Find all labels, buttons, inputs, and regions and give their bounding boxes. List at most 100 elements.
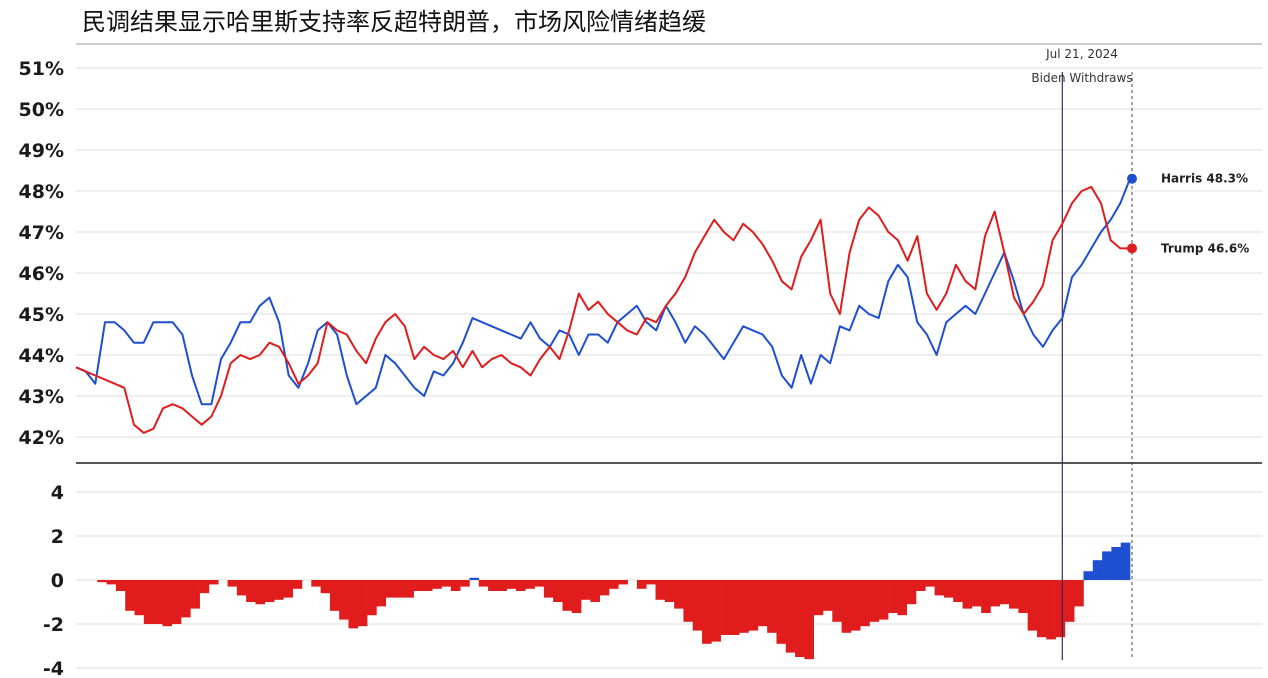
bar-negative bbox=[748, 580, 759, 631]
y-tick-label: 2 bbox=[51, 526, 64, 548]
bar-negative bbox=[506, 580, 517, 589]
bar-negative bbox=[1009, 580, 1019, 609]
bar-negative bbox=[618, 580, 628, 585]
bar-negative bbox=[441, 580, 452, 587]
bar-negative bbox=[646, 580, 656, 585]
y-tick-label: -2 bbox=[43, 614, 64, 636]
bar-negative bbox=[711, 580, 721, 642]
bar-negative bbox=[1074, 580, 1084, 607]
bar-negative bbox=[906, 580, 917, 605]
bar-negative bbox=[739, 580, 749, 633]
bar-negative bbox=[1027, 580, 1038, 631]
bar-negative bbox=[925, 580, 935, 587]
bar-negative bbox=[190, 580, 200, 609]
bar-negative bbox=[1064, 580, 1075, 622]
bar-positive bbox=[1083, 571, 1094, 580]
bar-negative bbox=[888, 580, 898, 613]
y-tick-label: 4 bbox=[51, 482, 64, 504]
bar-negative bbox=[171, 580, 182, 624]
bar-negative bbox=[413, 580, 424, 591]
bar-negative bbox=[720, 580, 731, 635]
bar-negative bbox=[1036, 580, 1047, 638]
bar-negative bbox=[953, 580, 963, 602]
bar-negative bbox=[785, 580, 796, 653]
y-tick-label: 46% bbox=[19, 263, 64, 285]
bar-negative bbox=[999, 580, 1010, 605]
bar-negative bbox=[934, 580, 945, 596]
bar-negative bbox=[767, 580, 777, 633]
series-line-trump bbox=[75, 185, 1130, 434]
bar-negative bbox=[916, 580, 926, 591]
bar-negative bbox=[227, 580, 238, 587]
bar-negative bbox=[971, 580, 982, 607]
bar-negative bbox=[655, 580, 666, 600]
bar-negative bbox=[208, 580, 219, 585]
bar-negative bbox=[683, 580, 694, 622]
bar-negative bbox=[534, 580, 545, 587]
bar-negative bbox=[115, 580, 126, 591]
y-tick-label: 42% bbox=[19, 427, 64, 449]
bar-negative bbox=[990, 580, 1001, 607]
bar-negative bbox=[878, 580, 889, 620]
bar-negative bbox=[1046, 580, 1056, 640]
bar-negative bbox=[283, 580, 293, 598]
bar-negative bbox=[850, 580, 861, 631]
bar-negative bbox=[553, 580, 563, 602]
bar-negative bbox=[515, 580, 526, 591]
bar-negative bbox=[795, 580, 805, 657]
end-label-harris: Harris 48.3% bbox=[1161, 172, 1248, 186]
annotation-date: Jul 21, 2024 bbox=[1045, 47, 1118, 61]
bar-negative bbox=[1018, 580, 1028, 613]
bar-negative bbox=[869, 580, 880, 622]
bar-negative bbox=[599, 580, 610, 596]
bar-negative bbox=[832, 580, 842, 622]
y-tick-label: 44% bbox=[19, 345, 64, 367]
bar-negative bbox=[776, 580, 787, 644]
bar-negative bbox=[320, 580, 331, 594]
bar-negative bbox=[255, 580, 266, 605]
y-tick-label: -4 bbox=[43, 658, 64, 678]
bar-negative bbox=[664, 580, 675, 602]
bar-negative bbox=[897, 580, 908, 616]
bar-negative bbox=[943, 580, 954, 598]
bar-negative bbox=[329, 580, 340, 611]
bar-negative bbox=[636, 580, 647, 589]
bar-negative bbox=[264, 580, 275, 602]
bar-negative bbox=[367, 580, 377, 616]
chart-title: 民调结果显示哈里斯支持率反超特朗普，市场风险情绪趋缓 bbox=[82, 8, 706, 36]
bar-negative bbox=[543, 580, 554, 598]
bar-negative bbox=[422, 580, 433, 591]
bar-negative bbox=[395, 580, 405, 598]
bar-negative bbox=[153, 580, 163, 624]
bar-positive bbox=[469, 577, 480, 580]
series-line-harris bbox=[75, 178, 1131, 406]
bar-positive bbox=[1092, 560, 1103, 580]
y-tick-label: 48% bbox=[19, 181, 64, 203]
bar-negative bbox=[404, 580, 414, 598]
bar-negative bbox=[376, 580, 387, 607]
bar-negative bbox=[729, 580, 740, 635]
bar-negative bbox=[674, 580, 684, 609]
bar-negative bbox=[385, 580, 396, 598]
bar-negative bbox=[962, 580, 973, 609]
y-tick-label: 47% bbox=[19, 222, 64, 244]
bar-negative bbox=[757, 580, 768, 627]
bar-negative bbox=[571, 580, 582, 613]
y-tick-label: 0 bbox=[51, 570, 64, 592]
bar-negative bbox=[702, 580, 712, 644]
bar-negative bbox=[460, 580, 470, 587]
bar-negative bbox=[841, 580, 852, 633]
bar-negative bbox=[162, 580, 173, 627]
bar-negative bbox=[199, 580, 210, 594]
annotation-label: Biden Withdraws bbox=[1031, 71, 1132, 85]
bar-negative bbox=[357, 580, 368, 627]
bar-negative bbox=[236, 580, 247, 596]
bar-negative bbox=[488, 580, 498, 591]
bar-negative bbox=[590, 580, 600, 602]
bar-negative bbox=[497, 580, 507, 591]
bar-negative bbox=[432, 580, 442, 589]
bar-negative bbox=[292, 580, 303, 589]
bar-negative bbox=[804, 580, 814, 660]
bar-negative bbox=[1055, 580, 1066, 638]
